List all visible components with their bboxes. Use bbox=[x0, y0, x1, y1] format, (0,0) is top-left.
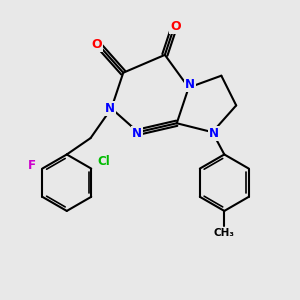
Text: N: N bbox=[105, 102, 115, 115]
Text: N: N bbox=[132, 127, 142, 140]
Text: O: O bbox=[170, 20, 181, 33]
Text: F: F bbox=[28, 159, 36, 172]
Text: Cl: Cl bbox=[97, 154, 110, 168]
Text: O: O bbox=[91, 38, 102, 51]
Text: N: N bbox=[185, 78, 195, 91]
Text: CH₃: CH₃ bbox=[214, 228, 235, 238]
Text: N: N bbox=[209, 127, 219, 140]
